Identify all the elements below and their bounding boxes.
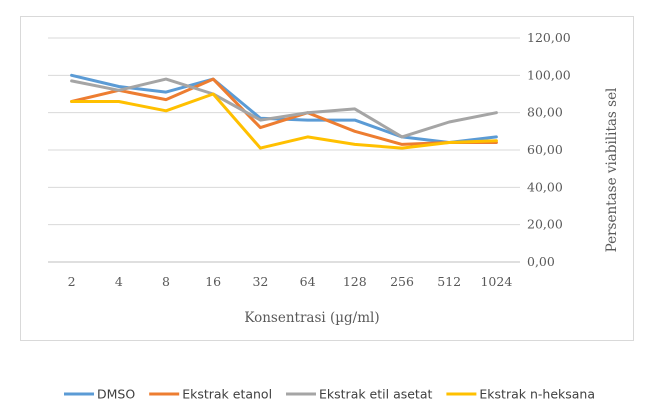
y-tick-label: 60,00: [527, 142, 563, 157]
legend-label: Ekstrak n-heksana: [479, 387, 595, 402]
series-line: [70, 92, 498, 150]
y-tick-label: 120,00: [527, 30, 571, 45]
legend-item: Ekstrak etanol: [149, 387, 272, 402]
legend-label: Ekstrak etanol: [182, 387, 272, 402]
legend: DMSO Ekstrak etanol Ekstrak etil asetat Eks…: [64, 387, 595, 402]
x-axis-title: Konsentrasi (µg/ml): [244, 310, 379, 326]
legend-item: Ekstrak n-heksana: [446, 387, 595, 402]
gridlines: [48, 37, 520, 263]
x-tick-labels: 2 4 8 16 32 64 128 256 512 1024: [68, 274, 513, 289]
x-tick-label: 4: [115, 274, 123, 289]
y-tick-label: 20,00: [527, 217, 563, 232]
legend-item: Ekstrak etil asetat: [286, 387, 432, 402]
x-tick-label: 32: [252, 274, 268, 289]
y-tick-label: 40,00: [527, 179, 563, 194]
y-tick-label: 0,00: [527, 254, 555, 269]
legend-label: Ekstrak etil asetat: [319, 387, 432, 402]
legend-label: DMSO: [97, 387, 135, 402]
x-tick-label: 512: [437, 274, 461, 289]
x-tick-label: 1024: [480, 274, 512, 289]
x-tick-label: 8: [162, 274, 170, 289]
y-axis-title: Persentase viabilitas sel: [604, 88, 620, 253]
x-tick-label: 16: [205, 274, 221, 289]
x-tick-label: 256: [390, 274, 414, 289]
y-tick-labels: 0,00 20,00 40,00 60,00 80,00 100,00 120,00: [527, 30, 571, 269]
series-line: [70, 77, 498, 146]
y-tick-label: 100,00: [527, 67, 571, 82]
x-tick-label: 2: [68, 274, 76, 289]
chart-frame: [20, 16, 634, 341]
y-tick-label: 80,00: [527, 105, 563, 120]
x-tick-label: 128: [343, 274, 367, 289]
series-lines: [70, 73, 498, 150]
series-line: [70, 77, 498, 139]
legend-item: DMSO: [64, 387, 135, 402]
x-tick-label: 64: [300, 274, 316, 289]
